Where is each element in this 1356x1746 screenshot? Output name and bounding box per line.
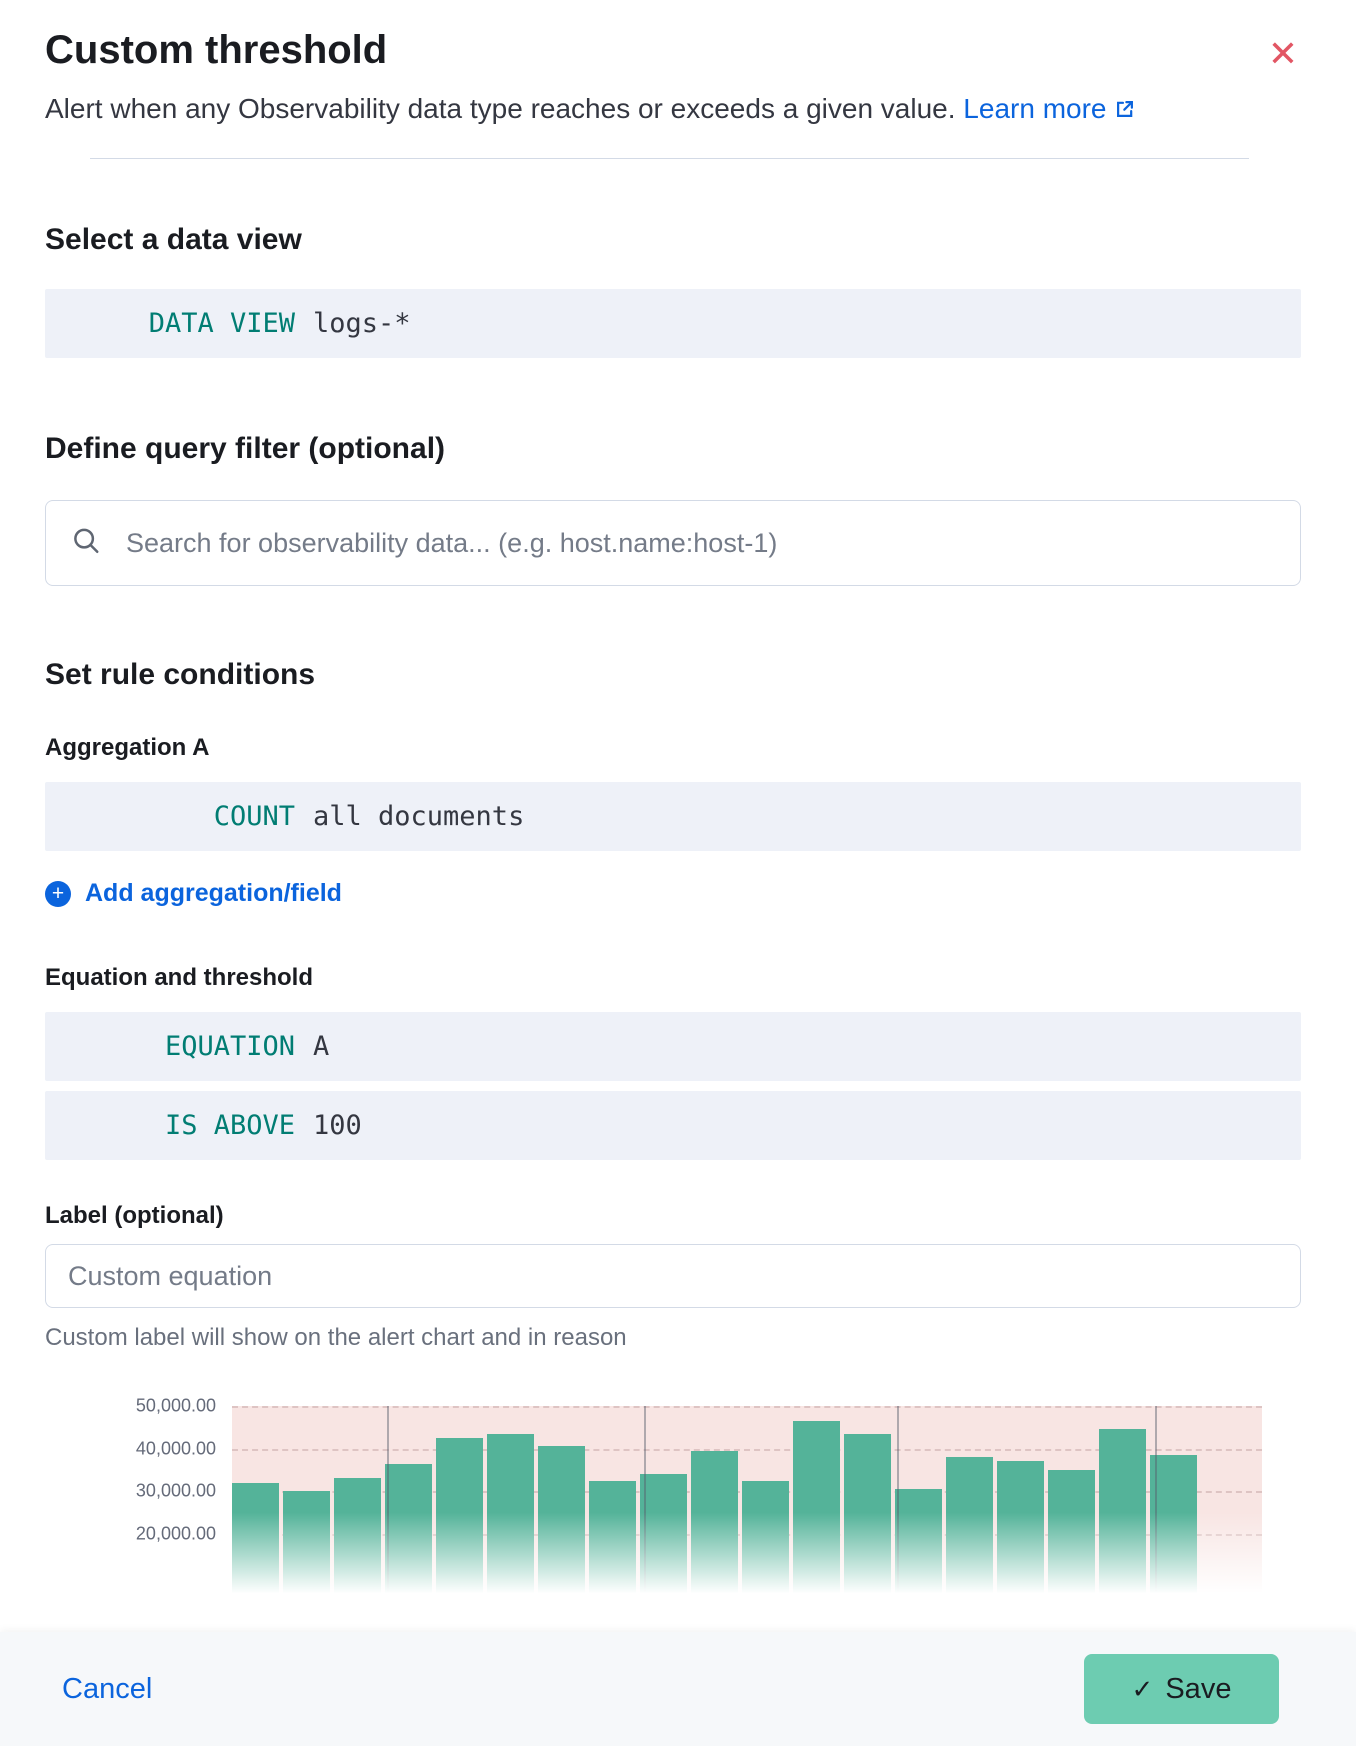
- search-icon: [71, 526, 101, 561]
- flyout-footer: Cancel ✓ Save: [0, 1632, 1356, 1746]
- plus-circle-icon: +: [45, 880, 71, 907]
- chart-bar: [334, 1478, 381, 1619]
- custom-label-input[interactable]: [45, 1244, 1301, 1308]
- aggregation-expression-value: all documents: [313, 801, 525, 832]
- custom-label-field-wrap: [45, 1244, 1301, 1308]
- aggregation-expression-keyword: COUNT: [213, 801, 295, 832]
- vertical-gridline: [644, 1406, 646, 1619]
- equation-expression-keyword: EQUATION: [164, 1031, 295, 1062]
- chart-bar: [589, 1480, 636, 1619]
- chart-bar: [1150, 1455, 1197, 1619]
- description-text: Alert when any Observability data type r…: [45, 93, 956, 124]
- chart-bar: [793, 1420, 840, 1619]
- chart-bar: [385, 1463, 432, 1619]
- custom-label-label: Label (optional): [45, 1202, 224, 1229]
- chart-bar: [1099, 1429, 1146, 1619]
- y-axis-tick-label: 50,000.00: [135, 1395, 216, 1416]
- chart-bar: [997, 1461, 1044, 1619]
- chart-bar: [946, 1457, 993, 1619]
- equation-expression-value: A: [313, 1031, 330, 1062]
- close-icon[interactable]: ✕: [1262, 30, 1304, 78]
- aggregation-label: Aggregation A: [45, 734, 210, 761]
- section-heading-data-view: Select a data view: [45, 223, 302, 256]
- y-axis-tick-label: 30,000.00: [135, 1480, 216, 1501]
- page-title: Custom threshold: [45, 28, 388, 72]
- section-heading-rule-conditions: Set rule conditions: [45, 658, 316, 691]
- y-axis-tick-label: 20,000.00: [135, 1523, 216, 1544]
- chart-bar: [232, 1482, 279, 1619]
- section-heading-query-filter: Define query filter (optional): [45, 432, 446, 465]
- custom-label-help-text: Custom label will show on the alert char…: [45, 1324, 627, 1351]
- chart-bar: [742, 1480, 789, 1619]
- chart-y-axis: 50,000.00 40,000.00 30,000.00 20,000.00: [45, 1396, 232, 1619]
- query-filter-search: [45, 500, 1301, 586]
- chart-bar: [538, 1446, 585, 1619]
- chart-bar: [1048, 1469, 1095, 1619]
- learn-more-link[interactable]: Learn more: [963, 93, 1136, 124]
- chart-bar: [436, 1437, 483, 1619]
- vertical-gridline: [386, 1406, 389, 1619]
- external-link-icon: [1114, 90, 1136, 132]
- data-view-expression-keyword: DATA VIEW: [148, 308, 295, 339]
- threshold-expression-keyword: IS ABOVE: [164, 1110, 295, 1141]
- equation-threshold-label: Equation and threshold: [45, 964, 313, 991]
- aggregation-expression[interactable]: COUNT all documents: [45, 782, 1301, 851]
- search-input[interactable]: [45, 500, 1301, 586]
- chart-bar: [640, 1474, 687, 1619]
- vertical-gridline: [1154, 1406, 1157, 1619]
- flyout-body: Select a data view DATA VIEW logs-* Defi…: [0, 223, 1356, 1619]
- threshold-expression[interactable]: IS ABOVE 100: [45, 1091, 1301, 1160]
- chart-bar: [691, 1450, 738, 1619]
- check-icon: ✓: [1131, 1673, 1154, 1704]
- data-view-expression-value: logs-*: [313, 308, 411, 339]
- save-button[interactable]: ✓ Save: [1084, 1654, 1279, 1724]
- chart-bar: [283, 1491, 330, 1619]
- header-divider: [90, 158, 1249, 159]
- add-aggregation-button[interactable]: + Add aggregation/field: [45, 879, 342, 908]
- preview-chart: 50,000.00 40,000.00 30,000.00 20,000.00: [45, 1396, 1301, 1619]
- vertical-gridline: [897, 1406, 900, 1619]
- equation-expression[interactable]: EQUATION A: [45, 1012, 1301, 1081]
- add-aggregation-label: Add aggregation/field: [85, 879, 342, 907]
- chart-bar: [844, 1433, 891, 1619]
- flyout-header: Custom threshold ✕ Alert when any Observ…: [0, 0, 1356, 159]
- threshold-expression-value: 100: [313, 1110, 362, 1141]
- data-view-expression[interactable]: DATA VIEW logs-*: [45, 289, 1301, 358]
- chart-plot: [232, 1406, 1262, 1619]
- y-axis-tick-label: 40,000.00: [135, 1438, 216, 1459]
- chart-bar: [487, 1433, 534, 1619]
- flyout-description: Alert when any Observability data type r…: [45, 88, 1195, 132]
- cancel-button[interactable]: Cancel: [62, 1672, 153, 1705]
- save-button-label: Save: [1165, 1672, 1232, 1705]
- chart-bar: [895, 1489, 942, 1619]
